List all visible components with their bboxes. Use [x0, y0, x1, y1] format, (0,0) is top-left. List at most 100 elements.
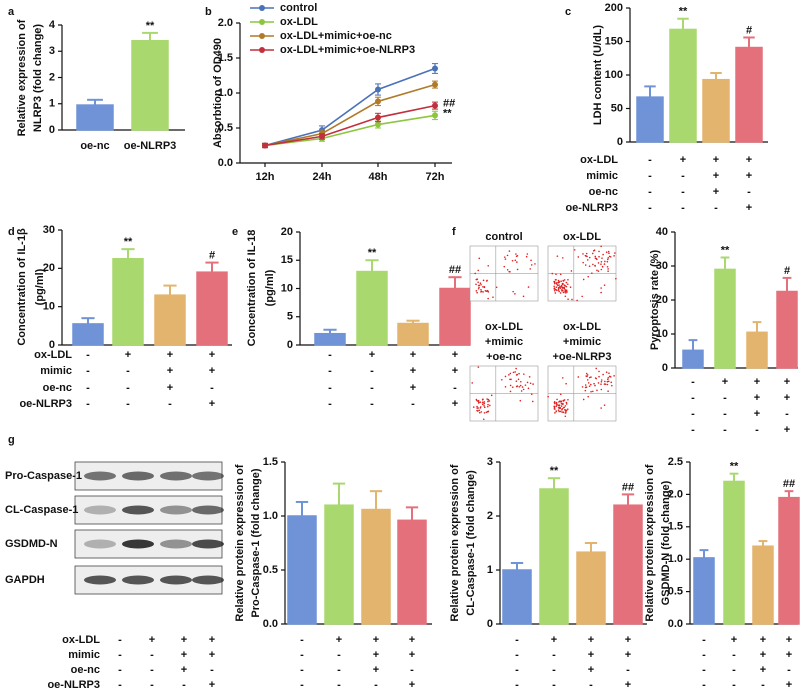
y-tick-label: 0 — [487, 618, 493, 630]
event-dot — [594, 384, 596, 387]
event-dot — [512, 371, 515, 374]
event-dot — [475, 290, 478, 292]
event-dot — [554, 279, 557, 281]
event-dot — [475, 278, 478, 281]
condition-sign: - — [648, 154, 652, 166]
condition-sign: + — [209, 649, 215, 661]
event-dot — [557, 289, 560, 291]
condition-sign: + — [209, 634, 215, 646]
event-dot — [559, 287, 562, 289]
condition-sign: - — [150, 664, 154, 676]
condition-sign: - — [747, 186, 751, 198]
event-dot — [609, 256, 612, 258]
event-dot — [558, 281, 560, 283]
event-dot — [607, 250, 610, 253]
significance-label: ** — [443, 107, 452, 119]
event-dot — [613, 375, 615, 377]
blot-band — [192, 471, 224, 481]
bar — [693, 557, 715, 625]
condition-sign: - — [515, 679, 519, 691]
condition-sign: + — [125, 349, 131, 361]
condition-sign: + — [373, 664, 379, 676]
event-dot — [603, 263, 606, 265]
condition-sign: + — [786, 679, 792, 691]
event-dot — [565, 281, 568, 284]
event-dot — [560, 280, 562, 283]
event-dot — [506, 254, 509, 257]
event-dot — [504, 258, 507, 260]
event-dot — [547, 395, 549, 398]
flow-plot — [547, 245, 617, 302]
y-tick-label: 4 — [49, 19, 56, 31]
event-dot — [495, 286, 498, 289]
y-tick-label: 0.5 — [263, 564, 278, 576]
condition-sign: - — [370, 382, 374, 394]
flow-label: +oe-NLRP3 — [553, 351, 612, 363]
condition-sign: - — [723, 424, 727, 436]
condition-sign: + — [409, 679, 415, 691]
condition-sign: + — [181, 634, 187, 646]
event-dot — [591, 272, 593, 275]
condition-sign: - — [126, 382, 130, 394]
event-dot — [486, 290, 488, 292]
event-dot — [600, 268, 603, 271]
event-dot — [477, 410, 479, 412]
event-dot — [483, 401, 486, 403]
y-axis-label: GSDMD-N (fold change) — [660, 480, 672, 605]
condition-sign: + — [625, 649, 631, 661]
event-dot — [607, 258, 609, 261]
event-dot — [472, 406, 475, 408]
event-dot — [483, 402, 486, 405]
event-dot — [558, 284, 560, 286]
event-dot — [487, 398, 490, 401]
condition-sign: - — [118, 634, 122, 646]
event-dot — [483, 412, 486, 414]
condition-sign: - — [328, 398, 332, 410]
condition-sign: - — [691, 376, 695, 388]
event-dot — [560, 285, 563, 287]
y-tick-label: 40 — [656, 226, 668, 238]
event-dot — [603, 284, 606, 286]
y-tick-label: 50 — [611, 102, 623, 114]
condition-sign: - — [150, 649, 154, 661]
point — [375, 114, 381, 121]
condition-sign: - — [210, 664, 214, 676]
event-dot — [611, 384, 613, 387]
event-dot — [516, 385, 519, 387]
event-dot — [479, 406, 482, 408]
condition-sign: - — [691, 392, 695, 404]
event-dot — [613, 255, 615, 257]
y-tick-label: 150 — [605, 35, 623, 47]
event-dot — [600, 263, 602, 265]
legend-marker — [259, 5, 265, 11]
event-dot — [591, 252, 594, 255]
condition-sign: - — [681, 170, 685, 182]
event-dot — [553, 289, 556, 292]
blot-band — [192, 505, 224, 515]
legend-label: ox-LDL+mimic+oe-NLRP3 — [280, 44, 415, 56]
condition-sign: - — [552, 679, 556, 691]
event-dot — [480, 288, 482, 291]
y-tick-label: 0.5 — [218, 122, 233, 134]
panel-label: c — [565, 6, 571, 18]
series-line — [264, 114, 436, 147]
flow-plot — [469, 365, 539, 422]
bar — [636, 96, 664, 143]
event-dot — [532, 383, 534, 385]
event-dot — [565, 401, 568, 404]
condition-sign: - — [86, 398, 90, 410]
condition-sign: - — [648, 170, 652, 182]
event-dot — [555, 273, 557, 276]
condition-sign: - — [785, 408, 789, 420]
event-dot — [519, 380, 522, 383]
y-tick-label: 2 — [49, 71, 55, 83]
condition-sign: - — [732, 679, 736, 691]
point — [375, 86, 381, 93]
event-dot — [500, 378, 503, 381]
bar — [669, 28, 697, 143]
condition-sign: - — [681, 202, 685, 214]
flow-label: +mimic — [485, 336, 523, 348]
event-dot — [485, 411, 488, 414]
event-dot — [600, 291, 602, 294]
condition-sign: + — [452, 365, 458, 377]
